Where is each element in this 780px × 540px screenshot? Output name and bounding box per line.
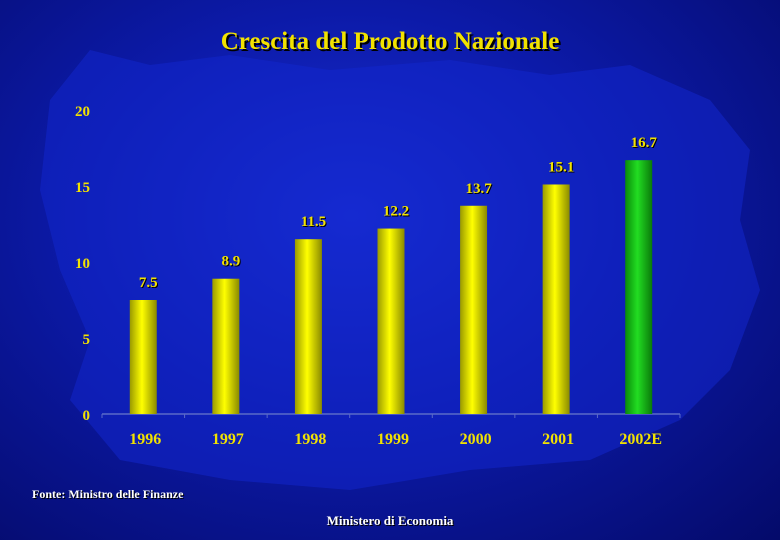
- x-category-label: 1997: [212, 431, 244, 448]
- bar: [460, 205, 488, 414]
- y-tick-label: 20: [75, 104, 90, 120]
- data-label: 7.5: [139, 275, 158, 291]
- y-tick-label: 5: [83, 332, 91, 348]
- data-label: 12.2: [383, 204, 409, 220]
- bar: [377, 228, 405, 414]
- x-category-label: 1998: [294, 431, 326, 448]
- x-category-label: 2001: [542, 431, 574, 448]
- x-category-label: 1996: [129, 431, 161, 448]
- data-label: 15.1: [548, 159, 574, 175]
- y-tick-label: 15: [75, 180, 90, 196]
- x-category-label: 2000: [460, 431, 492, 448]
- data-label: 8.9: [221, 254, 240, 270]
- source-note: Fonte: Ministro delle Finanze: [32, 487, 184, 501]
- bar: [542, 184, 570, 414]
- bar: [625, 160, 653, 414]
- data-label: 11.5: [301, 214, 326, 230]
- y-tick-label: 10: [75, 256, 90, 272]
- slide-title: Crescita del Prodotto Nazionale: [220, 28, 560, 55]
- data-label: 13.7: [465, 181, 492, 197]
- data-label: 16.7: [631, 135, 658, 151]
- bar: [212, 278, 240, 414]
- x-category-label: 1999: [377, 431, 409, 448]
- footer-note: Ministero di Economia: [326, 513, 454, 528]
- bar: [294, 239, 322, 414]
- y-tick-label: 0: [83, 408, 91, 424]
- bar: [129, 300, 157, 414]
- x-category-label: 2002E: [619, 431, 662, 448]
